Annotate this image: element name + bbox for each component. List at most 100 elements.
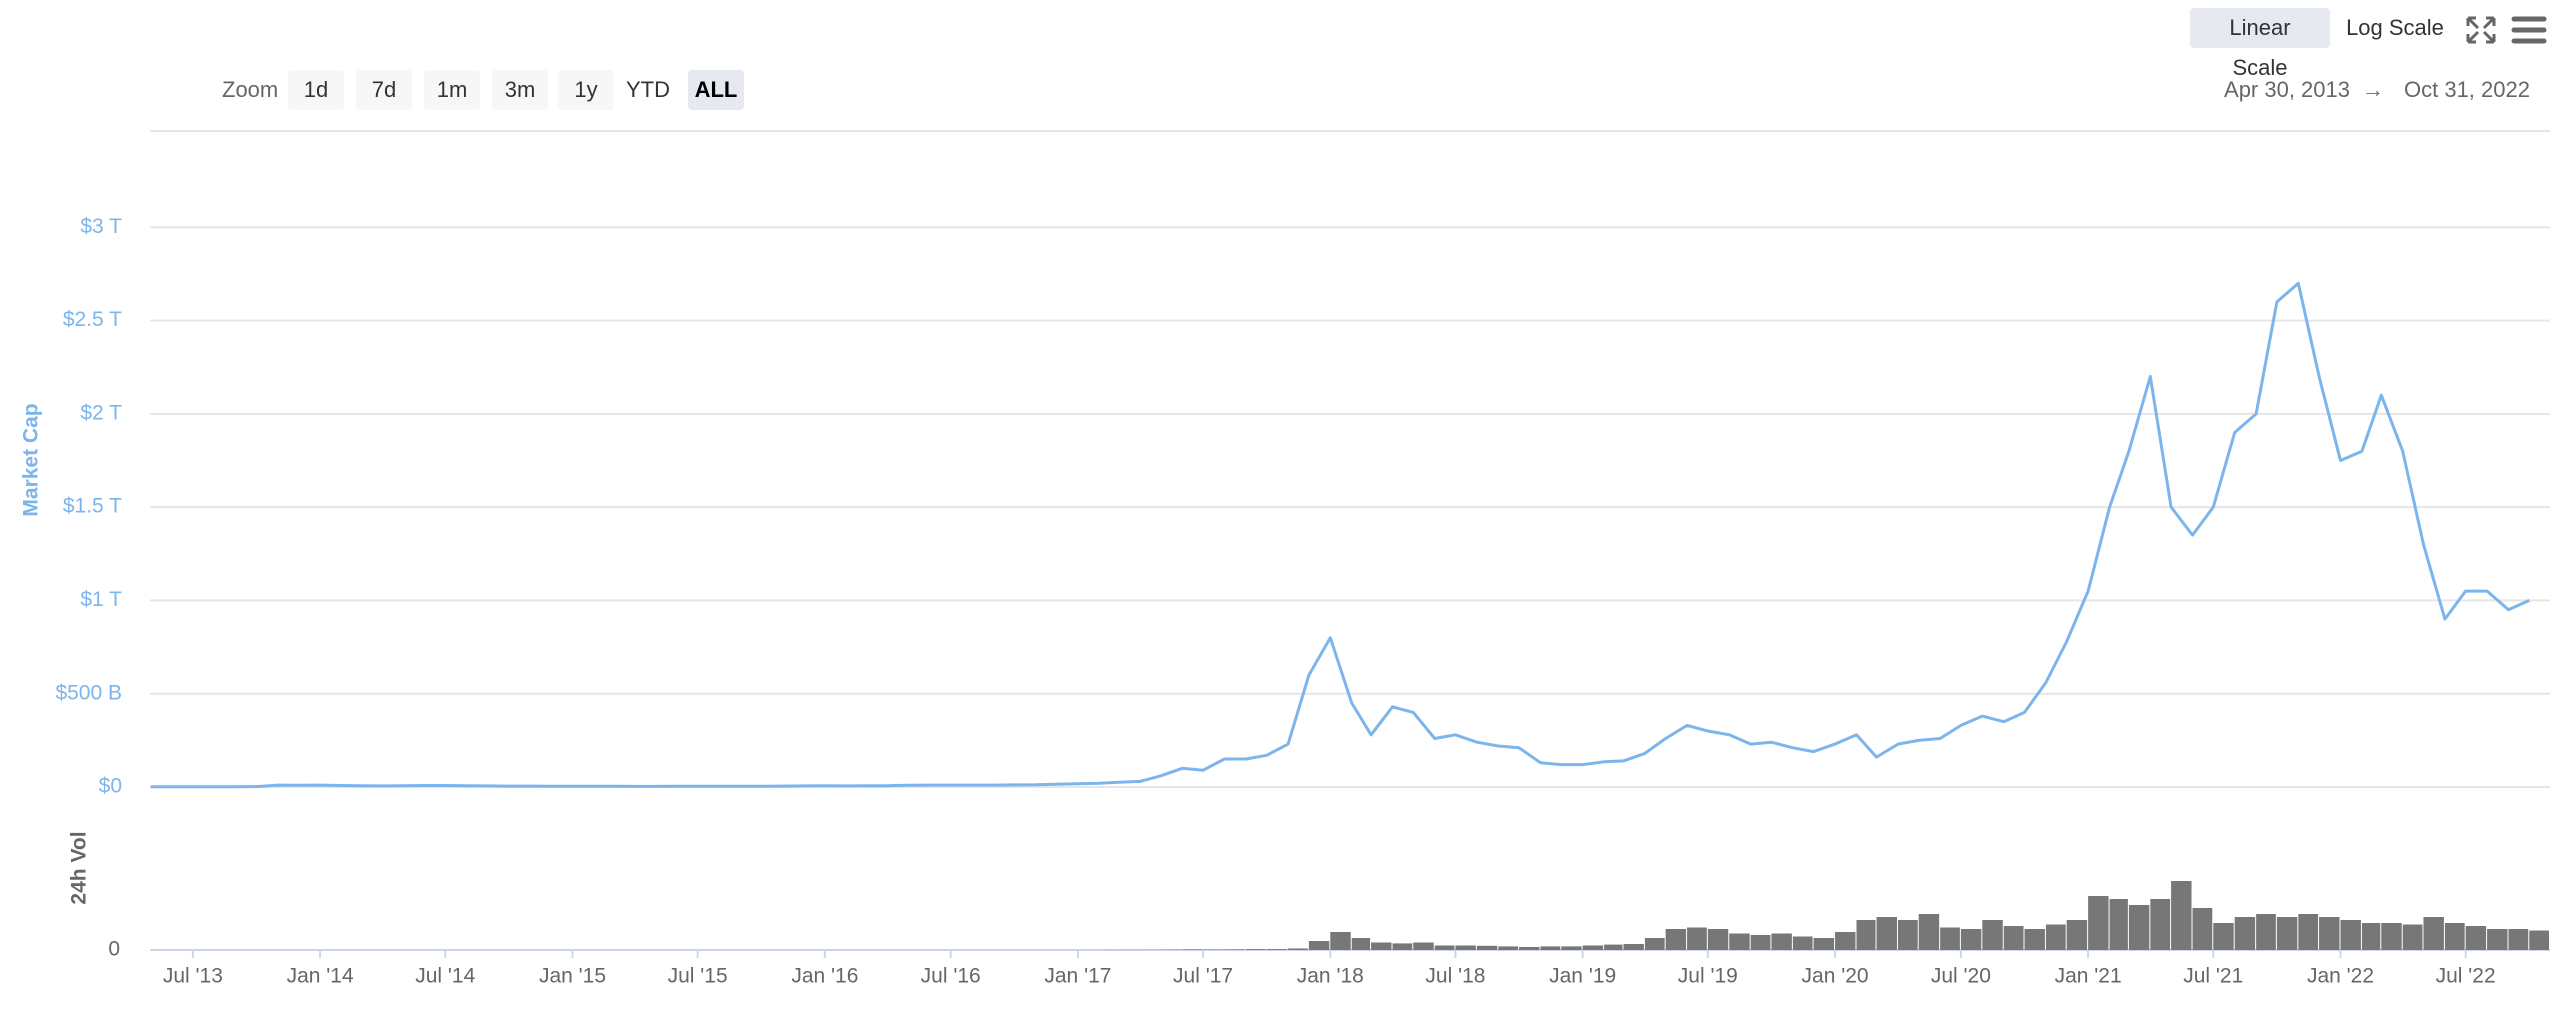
volume-bar [1245, 949, 1266, 950]
x-tick-label: Jul '19 [1678, 965, 1738, 988]
volume-bar [2381, 923, 2402, 950]
volume-bar [1835, 932, 1856, 950]
volume-bar [1371, 942, 1392, 950]
volume-bar [1665, 929, 1687, 950]
y-tick-label: 0 [108, 938, 120, 961]
volume-bar [2088, 896, 2109, 950]
x-tick-label: Jul '20 [1931, 965, 1991, 988]
log-scale-button[interactable]: Log Scale [2334, 8, 2456, 48]
volume-bar [1940, 927, 1960, 950]
x-tick-label: Jul '15 [668, 965, 728, 988]
volume-bar [1644, 938, 1665, 950]
fullscreen-icon[interactable] [2466, 16, 2496, 44]
x-tick-label: Jan '14 [287, 965, 354, 988]
volume-bar [1182, 949, 1203, 950]
volume-bar [1455, 945, 1476, 950]
y-axis-title: Market Cap [20, 403, 43, 516]
range-to: Oct 31, 2022 [2404, 77, 2530, 102]
volume-bar [1392, 943, 1413, 950]
zoom-button[interactable]: 1m [424, 70, 480, 110]
volume-bar [1434, 945, 1455, 950]
volume-bar [2109, 899, 2128, 950]
volume-bar [2003, 926, 2024, 950]
volume-bar [1687, 927, 1707, 950]
volume-bar [1623, 944, 1644, 950]
y-tick-label: $0 [99, 775, 122, 798]
volume-bar [2234, 917, 2256, 950]
volume-bar [1330, 932, 1351, 950]
volume-bar [2508, 929, 2529, 950]
x-tick-label: Jul '22 [2436, 965, 2496, 988]
volume-bar [2402, 924, 2423, 950]
zoom-button[interactable]: YTD [618, 70, 678, 110]
volume-bar [1266, 949, 1288, 950]
volume-bar [2444, 923, 2465, 950]
volume-bar [1792, 936, 1813, 950]
volume-bar [2361, 923, 2381, 950]
volume-bar [1918, 914, 1940, 950]
volume-bar [1604, 944, 1623, 950]
volume-bar [2276, 917, 2298, 950]
volume-bar [1856, 920, 1876, 950]
range-separator: → [2362, 77, 2384, 102]
volume-bar [2128, 905, 2150, 950]
volume-bar [1813, 938, 1835, 950]
volume-bar [1224, 949, 1245, 950]
volume-bar [1750, 935, 1771, 950]
volume-bar [2465, 926, 2487, 950]
zoom-button[interactable]: 7d [356, 70, 412, 110]
zoom-button[interactable]: 1y [558, 70, 614, 110]
x-tick-label: Jan '16 [791, 965, 858, 988]
menu-icon[interactable] [2511, 16, 2547, 44]
x-tick-label: Jan '20 [1802, 965, 1869, 988]
y-tick-label: $500 B [55, 681, 122, 704]
volume-bar [2192, 908, 2213, 950]
x-tick-label: Jan '17 [1044, 965, 1111, 988]
volume-bar [2171, 881, 2192, 950]
volume-bar [2298, 914, 2319, 950]
volume-bar [2529, 930, 2549, 950]
volume-bar [2423, 917, 2444, 950]
volume-bar [2066, 920, 2088, 950]
range-from: Apr 30, 2013 [2224, 77, 2350, 102]
x-tick-label: Jan '19 [1549, 965, 1616, 988]
volume-bar [2024, 929, 2045, 950]
market-cap-line [150, 281, 2530, 789]
x-tick-label: Jul '13 [163, 965, 223, 988]
volume-bar [1729, 933, 1750, 950]
volume-bar [1519, 947, 1540, 950]
y-tick-label: $2 T [80, 401, 122, 424]
y-axis-title: 24h Vol [68, 831, 91, 904]
y-tick-label: $2.5 T [63, 308, 122, 331]
volume-bar [1897, 920, 1918, 950]
volume-bar [1771, 933, 1792, 950]
volume-bar [1351, 938, 1371, 950]
volume-bar [2487, 929, 2508, 950]
zoom-button[interactable]: 3m [492, 70, 548, 110]
volume-bar [2213, 923, 2234, 950]
volume-bar [1308, 941, 1330, 950]
zoom-button[interactable]: ALL [688, 70, 744, 110]
volume-bar [2256, 914, 2276, 950]
linear-scale-button[interactable]: Linear Scale [2190, 8, 2330, 80]
volume-bar [1707, 929, 1729, 950]
volume-bar [1582, 945, 1604, 950]
x-tick-label: Jan '18 [1297, 965, 1364, 988]
volume-bar [2319, 917, 2340, 950]
volume-bar [1876, 917, 1897, 950]
x-tick-label: Jul '17 [1173, 965, 1233, 988]
x-tick-label: Jul '14 [415, 965, 475, 988]
y-tick-label: $3 T [80, 215, 122, 238]
volume-bar [2045, 924, 2066, 950]
volume-bar [2340, 920, 2361, 950]
zoom-button[interactable]: 1d [288, 70, 344, 110]
volume-bar [1561, 946, 1582, 950]
x-tick-label: Jan '15 [539, 965, 606, 988]
zoom-label: Zoom [222, 77, 279, 102]
x-tick-label: Jan '21 [2055, 965, 2122, 988]
x-tick-label: Jul '18 [1425, 965, 1485, 988]
volume-bar [1540, 946, 1561, 950]
volume-bar [2150, 899, 2171, 950]
